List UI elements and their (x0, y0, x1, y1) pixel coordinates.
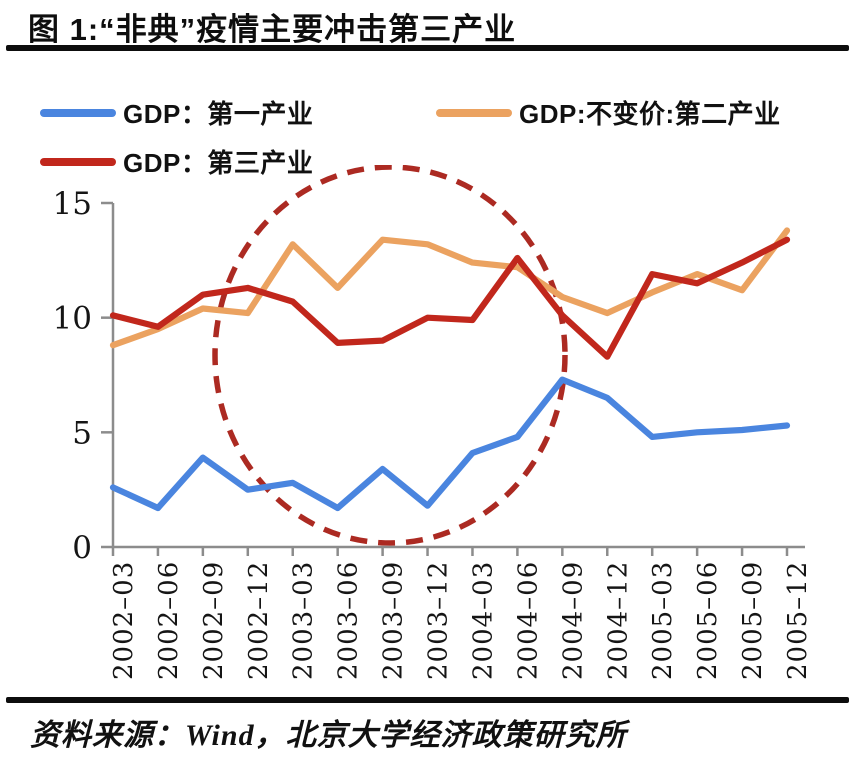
x-tick-label: 2003–12 (424, 561, 454, 680)
x-tick-label: 2004–12 (603, 561, 633, 680)
x-tick-label: 2005–12 (783, 561, 813, 680)
x-tick-label: 2003–09 (379, 561, 409, 680)
x-tick-label: 2002–12 (244, 561, 274, 680)
line-chart: 0 5 10 15 2002–03 2002–06 2002–09 2002–12 2003–0… (53, 165, 813, 680)
legend-swatch-tertiary (40, 157, 116, 166)
line-primary-industry (109, 376, 791, 512)
legend-label-tertiary: GDP：第三产业 (123, 148, 314, 178)
y-tick-label: 0 (72, 530, 92, 566)
line-tertiary-industry (109, 236, 791, 360)
title-divider (6, 45, 849, 51)
y-tick-label: 10 (53, 301, 92, 337)
legend-swatch-primary (40, 108, 116, 117)
x-tick-label: 2003–06 (334, 561, 364, 680)
x-tick-label: 2004–09 (558, 561, 588, 680)
chart-title: 图 1:“非典”疫情主要冲击第三产业 (28, 12, 517, 47)
x-tick-label: 2002–03 (109, 561, 139, 680)
x-tick-label: 2002–06 (154, 561, 184, 680)
x-tick-label: 2004–06 (513, 561, 543, 680)
x-tick-label: 2004–03 (468, 561, 498, 680)
x-tick-label: 2005–06 (693, 561, 723, 680)
source-note: 资料来源：Wind，北京大学经济政策研究所 (30, 719, 627, 752)
sars-highlight-ellipse (212, 165, 568, 546)
x-tick-label: 2005–09 (738, 561, 768, 680)
x-tick-label: 2005–03 (648, 561, 678, 680)
legend-label-primary: GDP：第一产业 (123, 99, 314, 129)
legend-swatch-secondary (436, 108, 512, 117)
legend-label-secondary: GDP:不变价:第二产业 (519, 99, 781, 129)
y-tick-label: 15 (53, 186, 92, 222)
x-tick-label: 2002–09 (199, 561, 229, 680)
legend-item-secondary-industry: GDP:不变价:第二产业 (436, 94, 781, 131)
legend-item-tertiary-industry: GDP：第三产业 (40, 143, 313, 180)
legend-item-primary-industry: GDP：第一产业 (40, 94, 313, 131)
footer-divider (6, 697, 849, 703)
x-tick-label: 2003–03 (289, 561, 319, 680)
line-secondary-industry (109, 227, 791, 349)
y-tick-label: 5 (72, 415, 92, 451)
